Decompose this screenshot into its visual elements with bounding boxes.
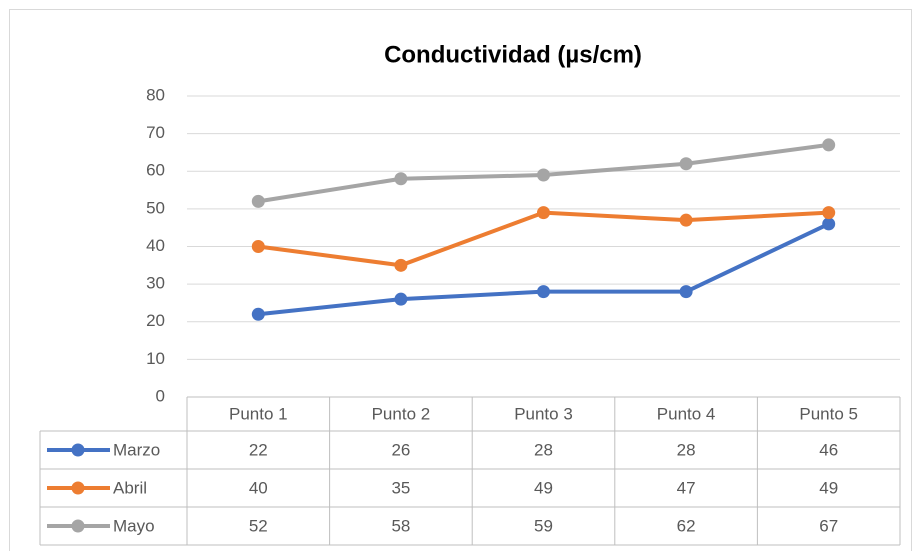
table-value: 62 — [677, 516, 696, 535]
x-tick-label: Punto 1 — [229, 404, 288, 423]
table-value: 59 — [534, 516, 553, 535]
data-point — [537, 285, 550, 299]
legend-label: Mayo — [113, 516, 155, 535]
data-point — [679, 213, 693, 227]
table-value: 35 — [391, 478, 410, 497]
table-value: 28 — [677, 440, 696, 459]
legend-marker — [71, 519, 85, 533]
y-tick-label: 20 — [146, 311, 165, 330]
table-value: 47 — [677, 478, 696, 497]
data-point — [822, 206, 836, 220]
table-value: 49 — [534, 478, 553, 497]
table-value: 22 — [249, 440, 268, 459]
data-point — [251, 194, 265, 208]
table-value: 67 — [819, 516, 838, 535]
data-point — [251, 307, 265, 321]
y-tick-label: 10 — [146, 349, 165, 368]
y-tick-label: 50 — [146, 198, 165, 217]
x-tick-label: Punto 4 — [657, 404, 716, 423]
x-tick-label: Punto 5 — [799, 404, 858, 423]
legend-label: Abril — [113, 478, 147, 497]
data-point — [394, 292, 408, 306]
chart-frame — [9, 9, 912, 551]
x-tick-label: Punto 3 — [514, 404, 573, 423]
y-tick-label: 0 — [156, 386, 165, 405]
data-point — [679, 285, 693, 299]
table-value: 58 — [391, 516, 410, 535]
y-tick-label: 40 — [146, 236, 165, 255]
legend-marker — [71, 443, 85, 457]
table-value: 49 — [819, 478, 838, 497]
data-point — [537, 168, 550, 182]
table-value: 26 — [391, 440, 410, 459]
table-value: 40 — [249, 478, 268, 497]
legend-marker — [71, 481, 85, 495]
x-tick-label: Punto 2 — [372, 404, 431, 423]
legend-label: Marzo — [113, 440, 160, 459]
data-point — [394, 258, 408, 272]
table-value: 28 — [534, 440, 553, 459]
table-value: 52 — [249, 516, 268, 535]
data-point — [822, 217, 836, 231]
y-tick-label: 60 — [146, 161, 165, 180]
data-point — [251, 240, 265, 253]
data-point — [679, 157, 693, 171]
data-point — [394, 172, 408, 186]
y-tick-label: 30 — [146, 274, 165, 293]
y-tick-label: 80 — [146, 85, 165, 104]
y-tick-label: 70 — [146, 123, 165, 142]
chart-title: Conductividad (µs/cm) — [384, 41, 642, 68]
table-value: 46 — [819, 440, 838, 459]
data-point — [822, 138, 836, 152]
data-point — [537, 206, 550, 220]
